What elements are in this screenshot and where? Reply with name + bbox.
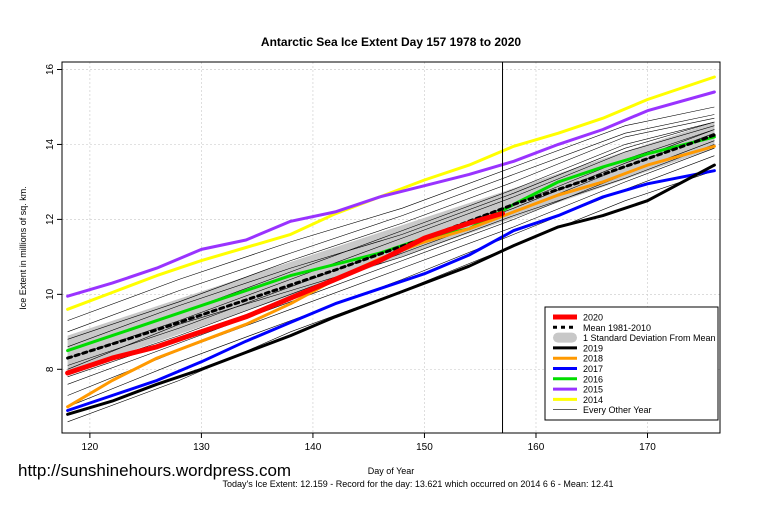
x-tick-label-160: 160 <box>528 442 545 453</box>
chart-title: Antarctic Sea Ice Extent Day 157 1978 to… <box>261 35 521 49</box>
y-axis-label: Ice Extent in millions of sq. km. <box>18 186 28 310</box>
plot-frame <box>61 61 721 434</box>
y-tick-label-10: 10 <box>45 288 56 300</box>
series-line-mean-1981-2010 <box>66 133 716 360</box>
x-axis-label: Day of Year <box>368 466 415 476</box>
series-line-2015 <box>66 90 716 298</box>
legend-label-2020: 2020 <box>583 313 603 323</box>
legend-box <box>544 306 719 421</box>
y-tick-label-12: 12 <box>45 213 56 225</box>
legend-label-every-other-year: Every Other Year <box>583 405 652 415</box>
plot-area: 120 130 140 150 160 170 8 10 12 14 16 <box>45 61 721 453</box>
watermark: http://sunshinehours.wordpress.com <box>18 461 291 480</box>
legend-label-2014: 2014 <box>583 395 603 405</box>
thin-line-6 <box>67 125 715 359</box>
thin-line-8 <box>67 117 715 340</box>
series-line-2017 <box>66 169 716 412</box>
thin-line-4 <box>67 132 715 374</box>
legend-label-2018: 2018 <box>583 354 603 364</box>
thin-line-9 <box>67 114 715 333</box>
legend-label-mean-1981-2010: Mean 1981-2010 <box>583 323 651 333</box>
thin-line-13 <box>67 121 715 348</box>
x-tick-label-120: 120 <box>82 442 99 453</box>
legend-label-2016: 2016 <box>583 374 603 384</box>
y-tick-label-16: 16 <box>45 63 56 75</box>
y-tick-label-8: 8 <box>45 366 56 372</box>
series-line-2019 <box>66 163 716 416</box>
x-tick-label-130: 130 <box>193 442 210 453</box>
x-tick-label-170: 170 <box>639 442 656 453</box>
legend-label-2017: 2017 <box>583 364 603 374</box>
thin-line-10 <box>67 106 715 321</box>
y-tick-label-14: 14 <box>45 138 56 150</box>
legend-label-2015: 2015 <box>583 385 603 395</box>
legend-label-1-standard-deviation-from-mean: 1 Standard Deviation From Mean <box>583 333 716 343</box>
footer-stats: Today's Ice Extent: 12.159 - Record for … <box>223 479 614 489</box>
legend-swatch-1-standard-deviation-from-mean <box>553 332 577 343</box>
series-line-2020 <box>65 210 505 376</box>
thin-line-11 <box>67 144 715 370</box>
x-tick-label-140: 140 <box>305 442 322 453</box>
legend-label-2019: 2019 <box>583 343 603 353</box>
x-tick-label-150: 150 <box>416 442 433 453</box>
